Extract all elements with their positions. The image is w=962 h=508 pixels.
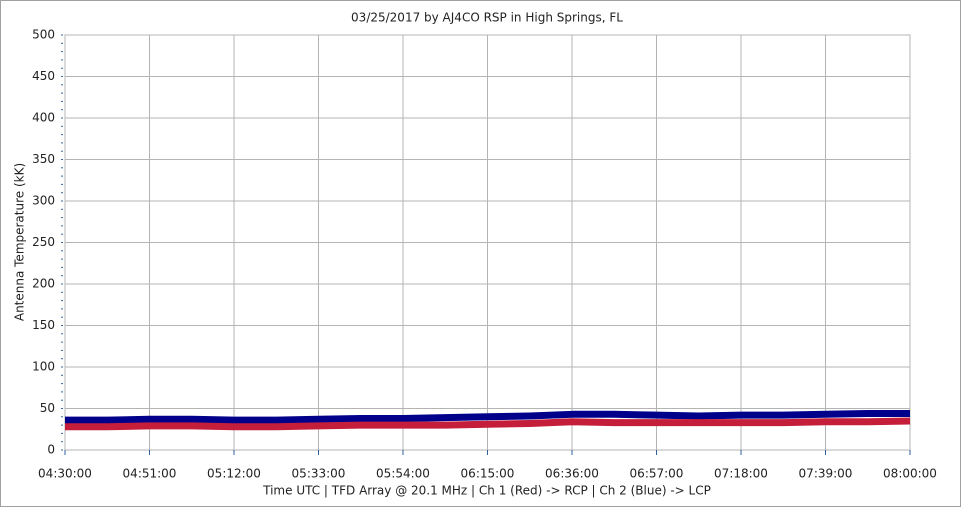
x-tick-label: 07:39:00 [799, 467, 853, 481]
y-axis-label: Antenna Temperature (kK) [13, 163, 27, 321]
x-tick-label: 04:30:00 [38, 467, 92, 481]
data-line [65, 417, 911, 431]
y-tick-label: 50 [40, 401, 55, 415]
y-tick-label: 100 [32, 360, 55, 374]
x-tick-label: 05:54:00 [376, 467, 430, 481]
x-tick-label: 06:36:00 [545, 467, 599, 481]
data-line [65, 409, 910, 424]
y-tick-label: 0 [47, 443, 55, 457]
y-tick-label: 150 [32, 318, 55, 332]
x-tick-label: 04:51:00 [123, 467, 177, 481]
x-tick-label: 06:15:00 [461, 467, 515, 481]
chart-title: 03/25/2017 by AJ4CO RSP in High Springs,… [351, 11, 623, 25]
x-tick-label: 05:12:00 [207, 467, 261, 481]
x-tick-label: 07:18:00 [714, 467, 768, 481]
x-tick-label: 08:00:00 [883, 467, 937, 481]
y-tick-label: 500 [32, 28, 55, 42]
x-tick-label: 05:33:00 [292, 467, 346, 481]
y-tick-label: 400 [32, 111, 55, 125]
y-tick-label: 350 [32, 152, 55, 166]
x-tick-label: 06:57:00 [630, 467, 684, 481]
y-tick-label: 450 [32, 69, 55, 83]
y-tick-label: 200 [32, 277, 55, 291]
y-tick-label: 250 [32, 235, 55, 249]
x-axis-label: Time UTC | TFD Array @ 20.1 MHz | Ch 1 (… [262, 484, 711, 498]
y-tick-label: 300 [32, 194, 55, 208]
